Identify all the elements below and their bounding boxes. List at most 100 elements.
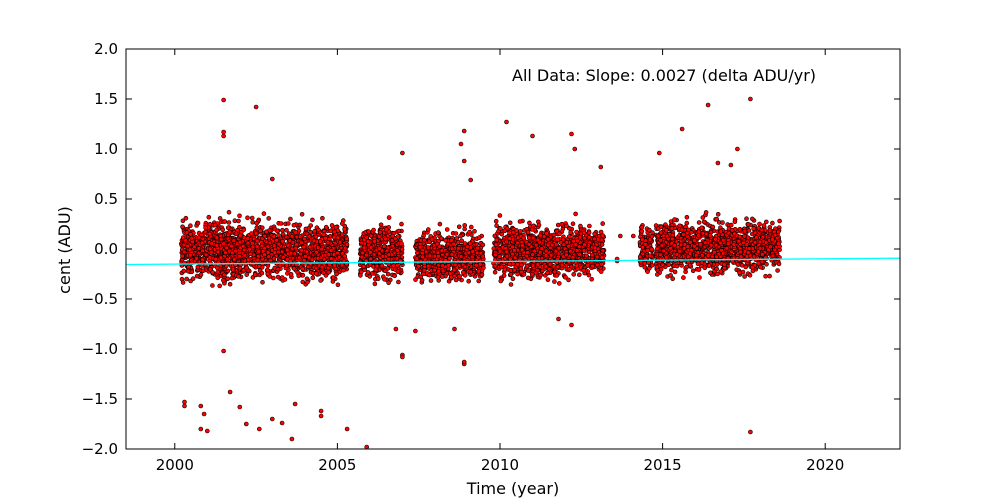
data-point [583,253,589,259]
data-point [377,229,383,235]
data-point [744,242,750,247]
data-point [481,265,486,271]
data-point [188,232,193,237]
data-point [221,277,226,283]
data-point [315,245,321,250]
data-point [677,223,683,229]
data-point [361,245,367,251]
data-point [417,244,423,250]
data-point [288,251,294,256]
data-point [548,252,554,258]
data-point [447,256,452,261]
data-point [600,221,606,226]
data-point [300,266,306,272]
data-point [279,275,285,280]
data-point [189,269,195,275]
data-point [180,218,186,224]
data-point [280,227,285,233]
data-point [743,264,749,270]
data-point [586,230,592,236]
data-point [559,262,565,268]
data-point [236,274,241,279]
data-point [594,262,600,268]
data-point [599,255,605,260]
data-point [507,230,512,236]
data-point [232,218,238,223]
data-point [649,247,655,252]
data-point [658,252,663,258]
data-point [440,268,446,274]
data-point [280,239,285,244]
data-point [274,228,280,234]
data-point [502,228,508,234]
data-point [571,272,577,277]
data-point [452,273,458,279]
data-point [225,268,231,274]
data-point [280,231,286,237]
data-point [385,266,391,271]
data-point [574,263,580,269]
data-point [316,227,321,233]
data-point [566,234,572,239]
data-point [449,238,454,243]
data-point [437,221,443,227]
data-point [284,247,290,253]
data-point [587,223,592,229]
data-point [241,227,246,233]
data-point [180,235,186,240]
data-point [288,271,294,277]
data-point [737,226,743,232]
data-point [210,270,215,275]
data-point [468,269,474,275]
data-point [586,235,592,240]
data-point [545,236,551,242]
data-point [521,235,527,241]
data-point [501,273,507,278]
data-point [447,271,453,276]
data-point [245,257,251,263]
data-point [498,226,503,231]
data-point [226,220,232,225]
data-point [265,244,271,250]
data-point [180,280,186,285]
data-point [229,243,234,249]
data-point [331,252,337,257]
data-point [274,238,280,243]
data-point [526,242,532,247]
data-point [249,215,255,221]
data-point [703,210,709,215]
data-point [645,248,651,253]
data-point [314,271,319,276]
data-point [539,246,545,251]
data-point [527,220,532,226]
data-point [564,252,569,258]
data-point [245,236,250,241]
data-point [227,229,232,235]
data-point [480,242,486,248]
data-point [439,248,445,253]
data-point [297,234,303,239]
data-point [318,278,323,283]
data-point [285,242,291,248]
data-point [304,231,310,237]
data-point [654,272,660,277]
data-point [421,237,427,243]
data-point [642,242,648,247]
data-point [577,252,583,257]
data-point [229,275,235,281]
data-point [364,235,370,240]
data-point [285,221,291,226]
data-point [558,240,564,245]
data-point [452,262,458,268]
data-point [752,230,758,236]
data-point [291,266,297,271]
data-point [266,235,272,241]
data-point [392,273,398,279]
data-point [525,250,530,255]
data-point [275,266,281,272]
data-point [293,230,299,235]
data-point [642,260,648,266]
data-point [317,239,323,244]
data-point [529,227,535,232]
data-point [515,235,521,241]
